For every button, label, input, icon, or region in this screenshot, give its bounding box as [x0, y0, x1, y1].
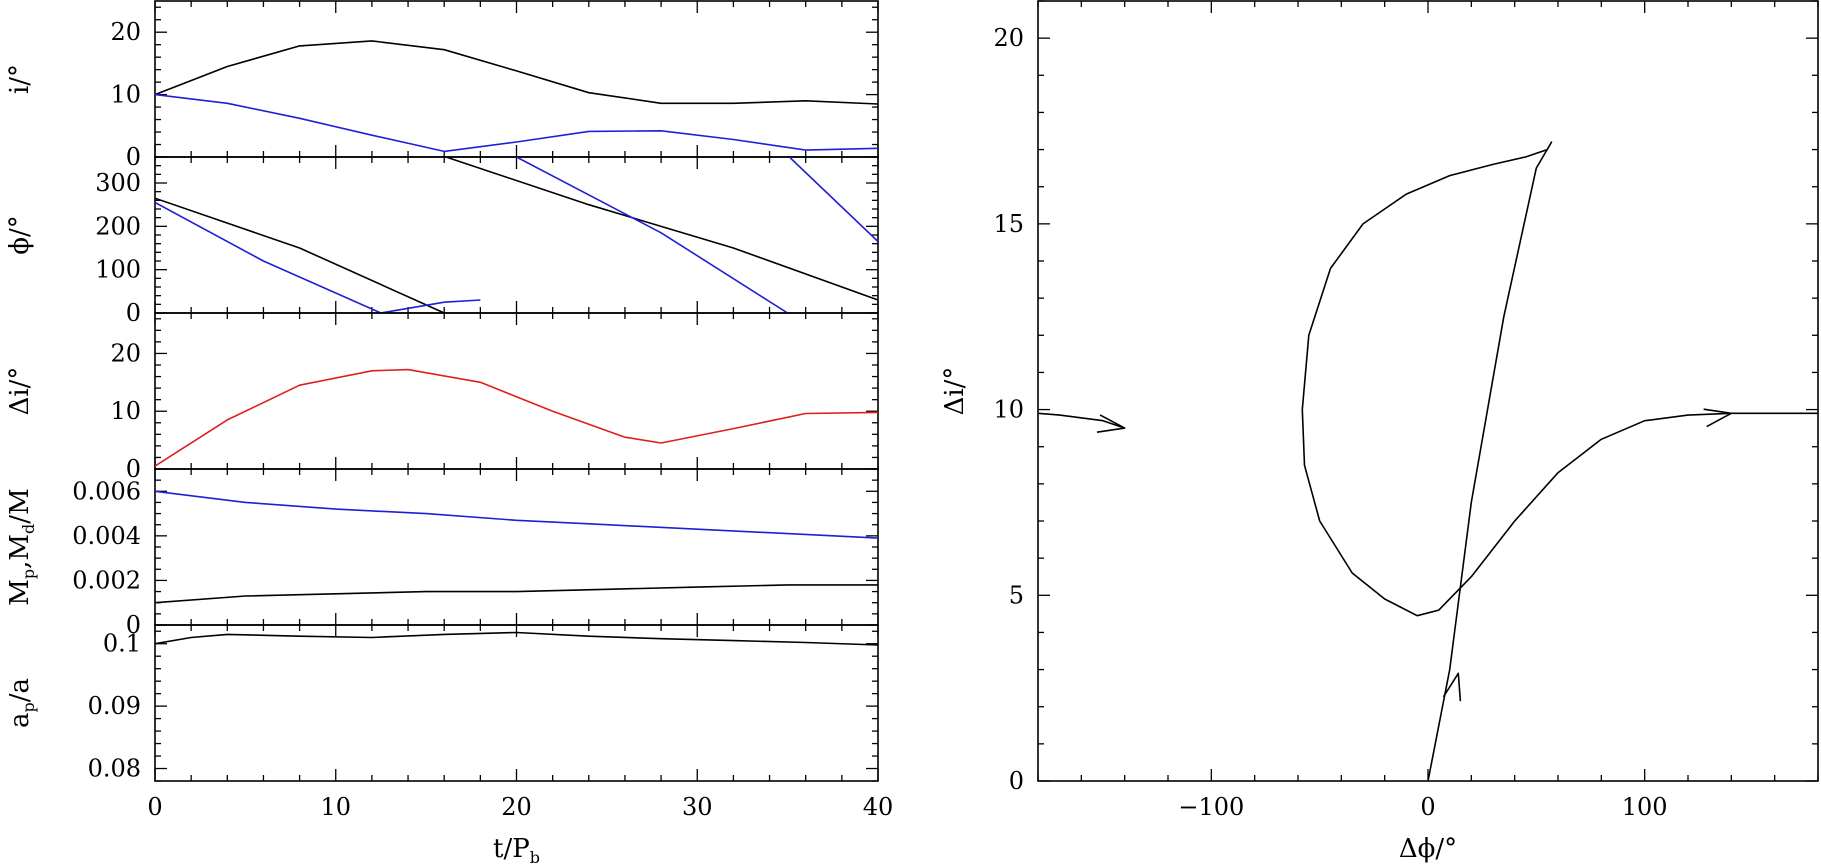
y-axis-label: i/° — [5, 64, 35, 94]
y-axis-label: Mp,Md/M — [5, 488, 38, 605]
y-label-main: M — [5, 579, 35, 606]
panel-2: 0 100 200 300 ϕ/° — [5, 156, 879, 327]
phase-frame — [1037, 0, 1819, 782]
panel-frame — [154, 468, 879, 626]
panel-3: 0 10 20 Δi/° — [5, 312, 879, 483]
x-tick-label: 30 — [682, 793, 713, 821]
y-label-tail: /M — [5, 488, 35, 523]
y-tick-label: 200 — [95, 212, 141, 240]
y-tick-label: 10 — [110, 81, 141, 109]
y-tick-label: 5 — [1009, 581, 1024, 609]
y-tick-label: 0.1 — [103, 630, 141, 658]
y-tick-label: 0.002 — [72, 566, 141, 594]
y-tick-label: 0 — [126, 143, 141, 171]
phase-trajectory-1 — [1301, 141, 1818, 781]
panel-frame — [154, 0, 879, 158]
y-axis-label: ϕ/° — [5, 215, 35, 254]
panel-1: 0 10 20 i/° — [5, 0, 879, 171]
y-label-main: ϕ/° — [5, 215, 35, 254]
series-line-black — [155, 631, 878, 646]
y-tick-label: 0.08 — [88, 755, 141, 783]
series-line-blue — [155, 157, 878, 313]
panel-frame — [154, 312, 879, 470]
x-tick-label: 20 — [501, 793, 532, 821]
y-label-sub: p — [19, 569, 38, 579]
y-tick-label: 0 — [1009, 767, 1024, 795]
x-tick-label: −100 — [1178, 793, 1244, 821]
x-tick-label: 10 — [320, 793, 351, 821]
y-tick-label: 0.006 — [72, 477, 141, 505]
y-label-sub: p — [19, 702, 38, 712]
panel-5: 0.08 0.09 0.1 ap/a — [5, 624, 879, 783]
y-tick-label: 10 — [110, 397, 141, 425]
series-line-blue — [155, 490, 878, 539]
y-axis-label: Δi/° — [5, 367, 35, 416]
left-stacked-panels: 01020i/°0100200300ϕ/°01020Δi/°00.0020.00… — [5, 0, 894, 867]
x-axis-label: t/Pb — [493, 834, 540, 867]
y-tick-label: 0 — [126, 299, 141, 327]
panel-frame — [154, 624, 879, 782]
y-tick-label: 20 — [110, 18, 141, 46]
y-tick-label: 0 — [126, 611, 141, 639]
panel-4: 0 0.002 0.004 0.006 Mp,Md/M — [5, 468, 879, 639]
series-line-black — [155, 584, 878, 604]
y-tick-label: 100 — [95, 256, 141, 284]
y-tick-label: 10 — [993, 396, 1024, 424]
y-tick-label: 20 — [993, 24, 1024, 52]
x-axis-label: Δϕ/° — [1399, 834, 1457, 864]
y-tick-label: 300 — [95, 169, 141, 197]
series-line-red — [155, 368, 878, 467]
x-tick-label: 40 — [863, 793, 894, 821]
y-tick-label: 0.004 — [72, 522, 141, 550]
y-tick-label: 20 — [110, 339, 141, 367]
x-tick-label: 0 — [1420, 793, 1435, 821]
y-axis-label: Δi/° — [940, 367, 970, 416]
series-line-black — [155, 40, 878, 105]
y-tick-label: 0 — [126, 455, 141, 483]
y-label-main: a — [5, 713, 35, 729]
y-label-sub2: d — [19, 524, 38, 534]
direction-arrow — [1442, 672, 1462, 702]
y-tick-label: 0.09 — [88, 692, 141, 720]
x-tick-label: 0 — [147, 793, 162, 821]
y-label-main: Δi/° — [5, 367, 35, 416]
series-line-black — [155, 157, 878, 313]
x-label-sub: b — [530, 848, 540, 867]
y-label-tail: /a — [5, 678, 35, 702]
y-label-suffix: ,M — [5, 534, 35, 569]
right-phase-plot: −100 0 100 0 5 10 15 20 Δϕ/° Δi/° — [940, 0, 1819, 864]
direction-arrow — [1096, 414, 1126, 433]
y-tick-label: 15 — [993, 210, 1024, 238]
x-tick-label: 100 — [1622, 793, 1668, 821]
direction-arrow — [1703, 408, 1733, 428]
series-line-blue — [155, 93, 878, 153]
x-label-main: t/P — [493, 834, 530, 864]
y-axis-label: ap/a — [5, 678, 38, 728]
y-label-main: i/° — [5, 64, 35, 94]
phase-trajectory-2 — [1038, 412, 1125, 429]
